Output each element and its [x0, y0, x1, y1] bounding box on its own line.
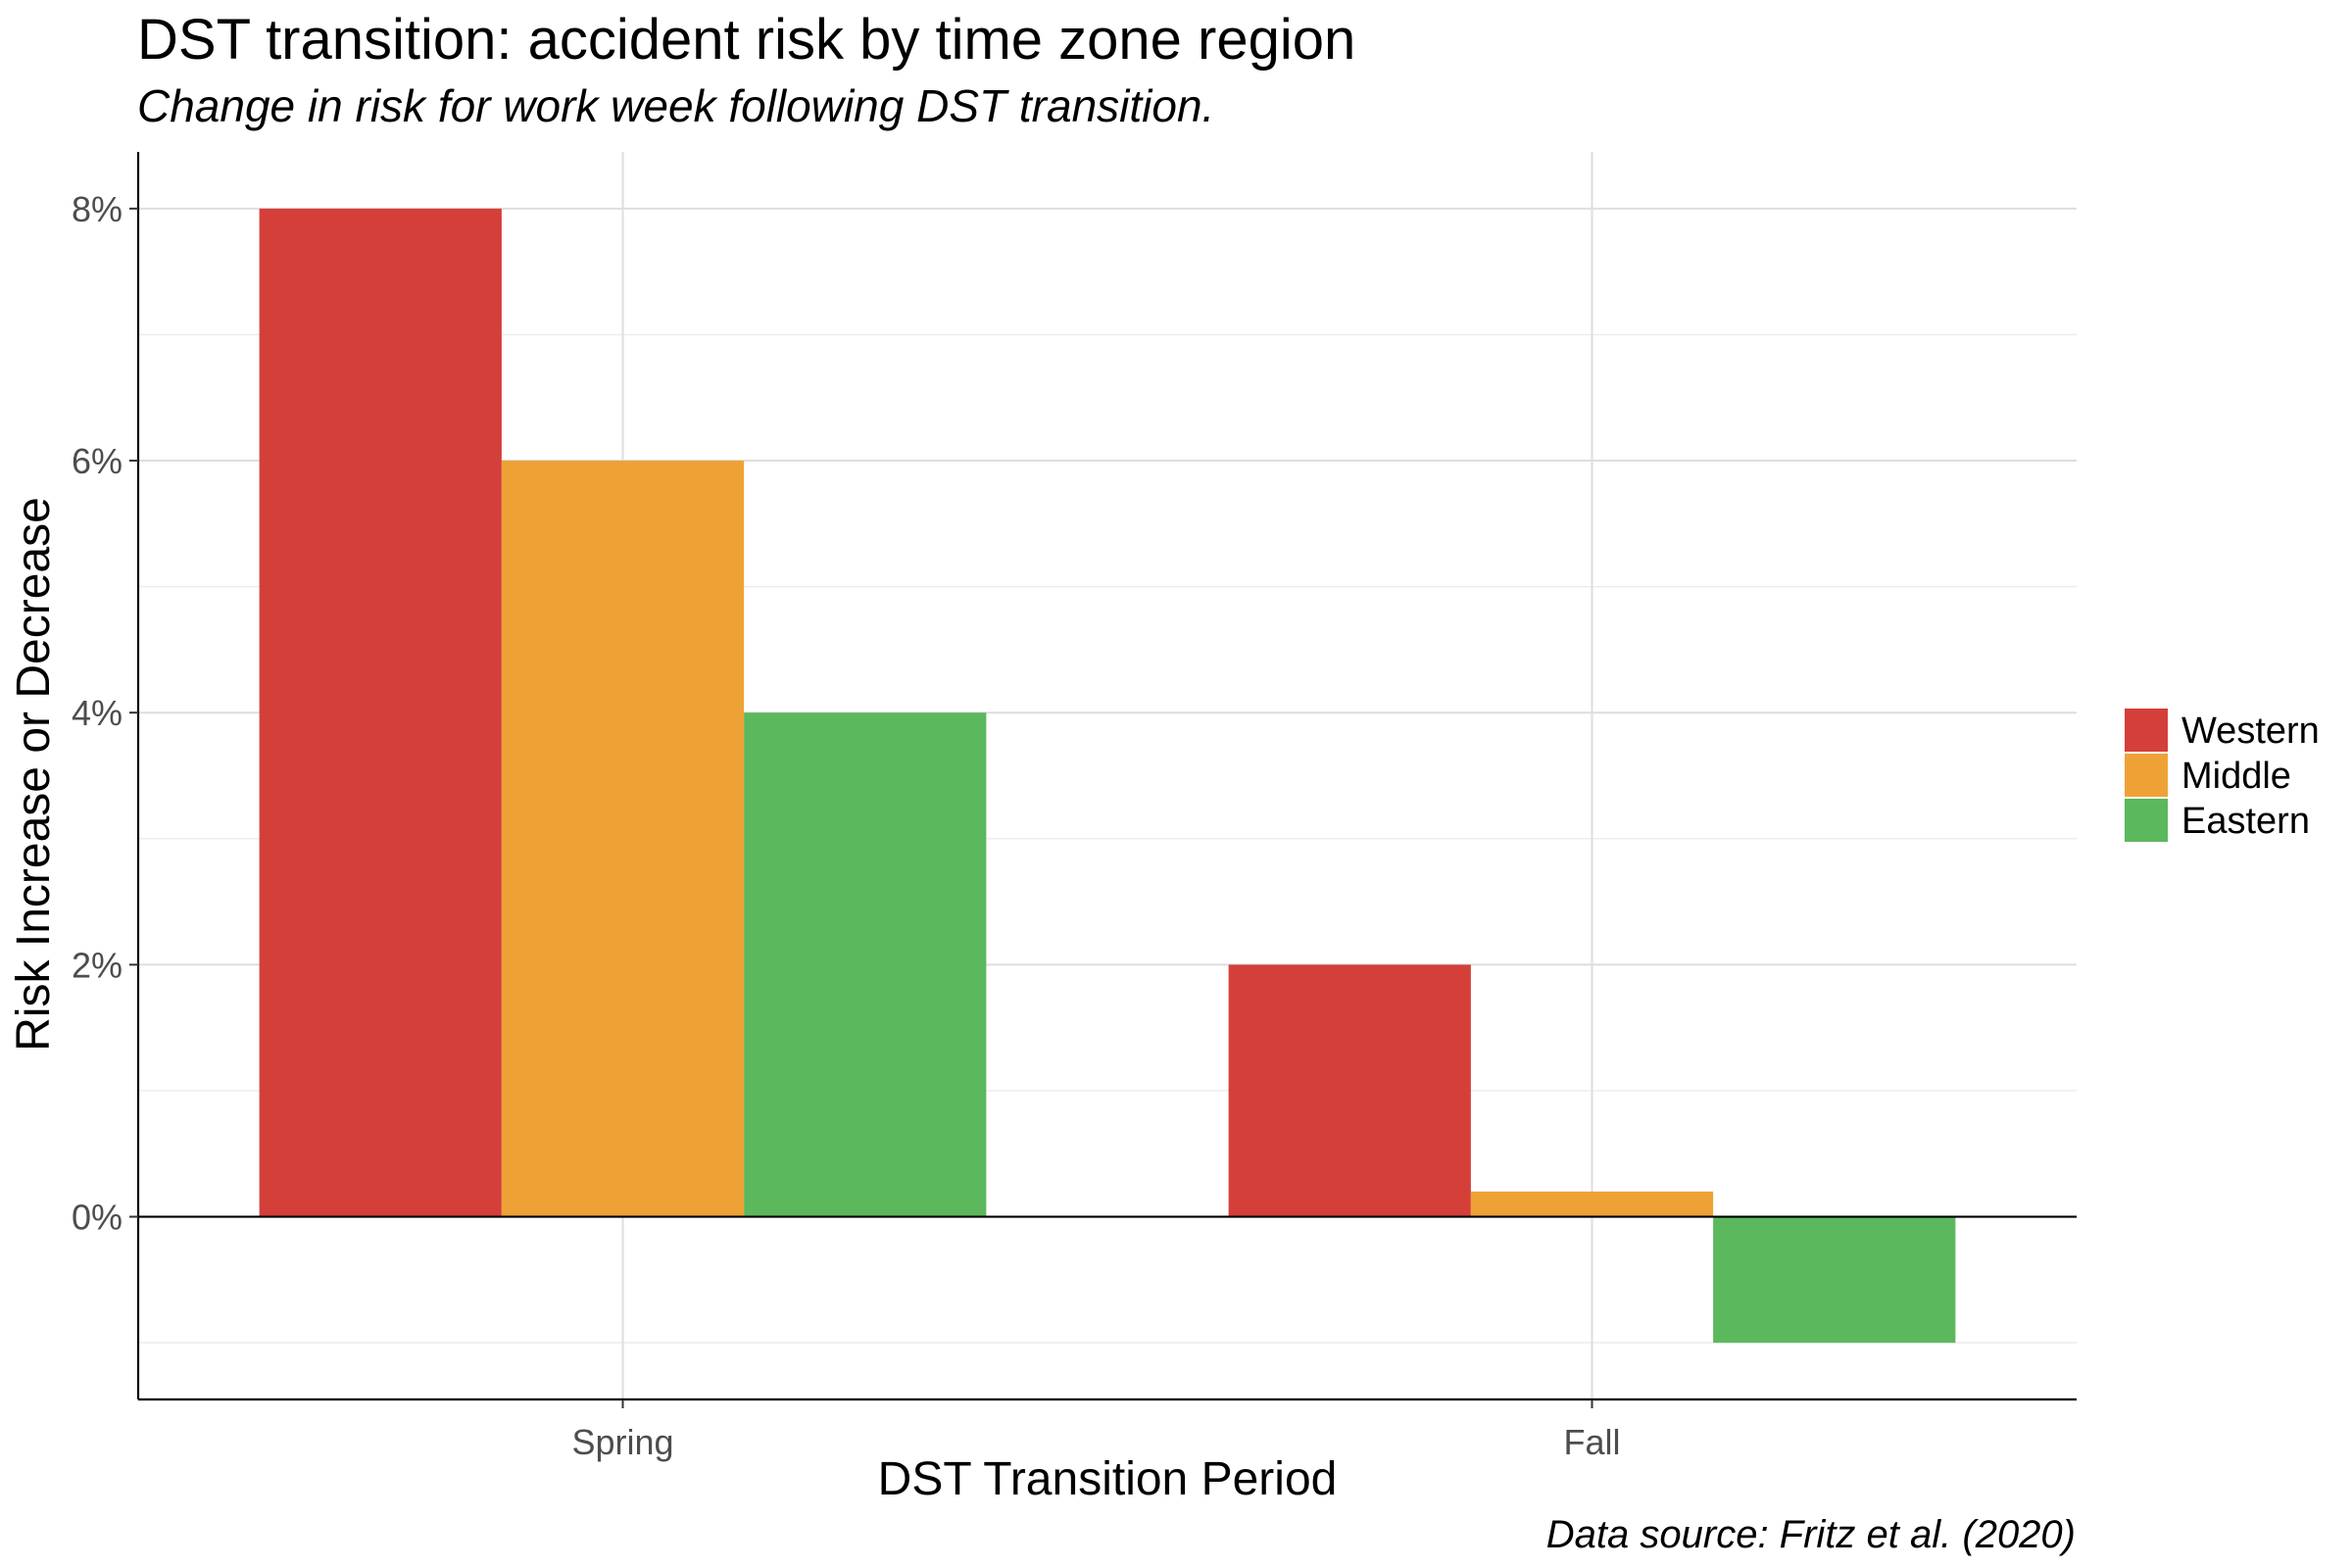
y-tick-label: 0%	[72, 1198, 122, 1238]
legend-key-middle	[2125, 754, 2168, 797]
bar-spring-middle	[501, 461, 745, 1217]
y-tick-label: 4%	[72, 693, 122, 733]
bars	[259, 208, 1956, 1344]
legend-key-western	[2125, 709, 2168, 752]
x-axis-title: DST Transition Period	[878, 1453, 1338, 1505]
bar-fall-western	[1228, 964, 1471, 1217]
legend-label-western: Western	[2181, 710, 2320, 752]
y-tick-label: 2%	[72, 945, 122, 985]
bar-fall-eastern	[1713, 1216, 1956, 1344]
axes	[136, 152, 2077, 1401]
bar-spring-eastern	[744, 712, 987, 1217]
legend-label-eastern: Eastern	[2181, 801, 2310, 842]
y-tick-label: 8%	[72, 189, 122, 229]
x-tick-label: Fall	[1563, 1422, 1620, 1462]
bar-fall-middle	[1470, 1191, 1714, 1217]
x-tick-label: Spring	[571, 1422, 673, 1462]
y-axis-ticks: 0% 2% 4% 6% 8%	[72, 189, 138, 1238]
legend-label-middle: Middle	[2181, 756, 2291, 797]
x-axis-ticks: Spring Fall	[571, 1399, 1621, 1462]
y-axis-title: Risk Increase or Decrease	[8, 497, 60, 1052]
chart-caption: Data source: Fritz et al. (2020)	[1545, 1513, 2076, 1556]
bar-spring-western	[259, 208, 502, 1217]
y-tick-label: 6%	[72, 441, 122, 481]
chart-subtitle: Change in risk for work week following D…	[137, 80, 1215, 131]
chart-title: DST transition: accident risk by time zo…	[137, 8, 1356, 72]
legend-key-eastern	[2125, 799, 2168, 842]
